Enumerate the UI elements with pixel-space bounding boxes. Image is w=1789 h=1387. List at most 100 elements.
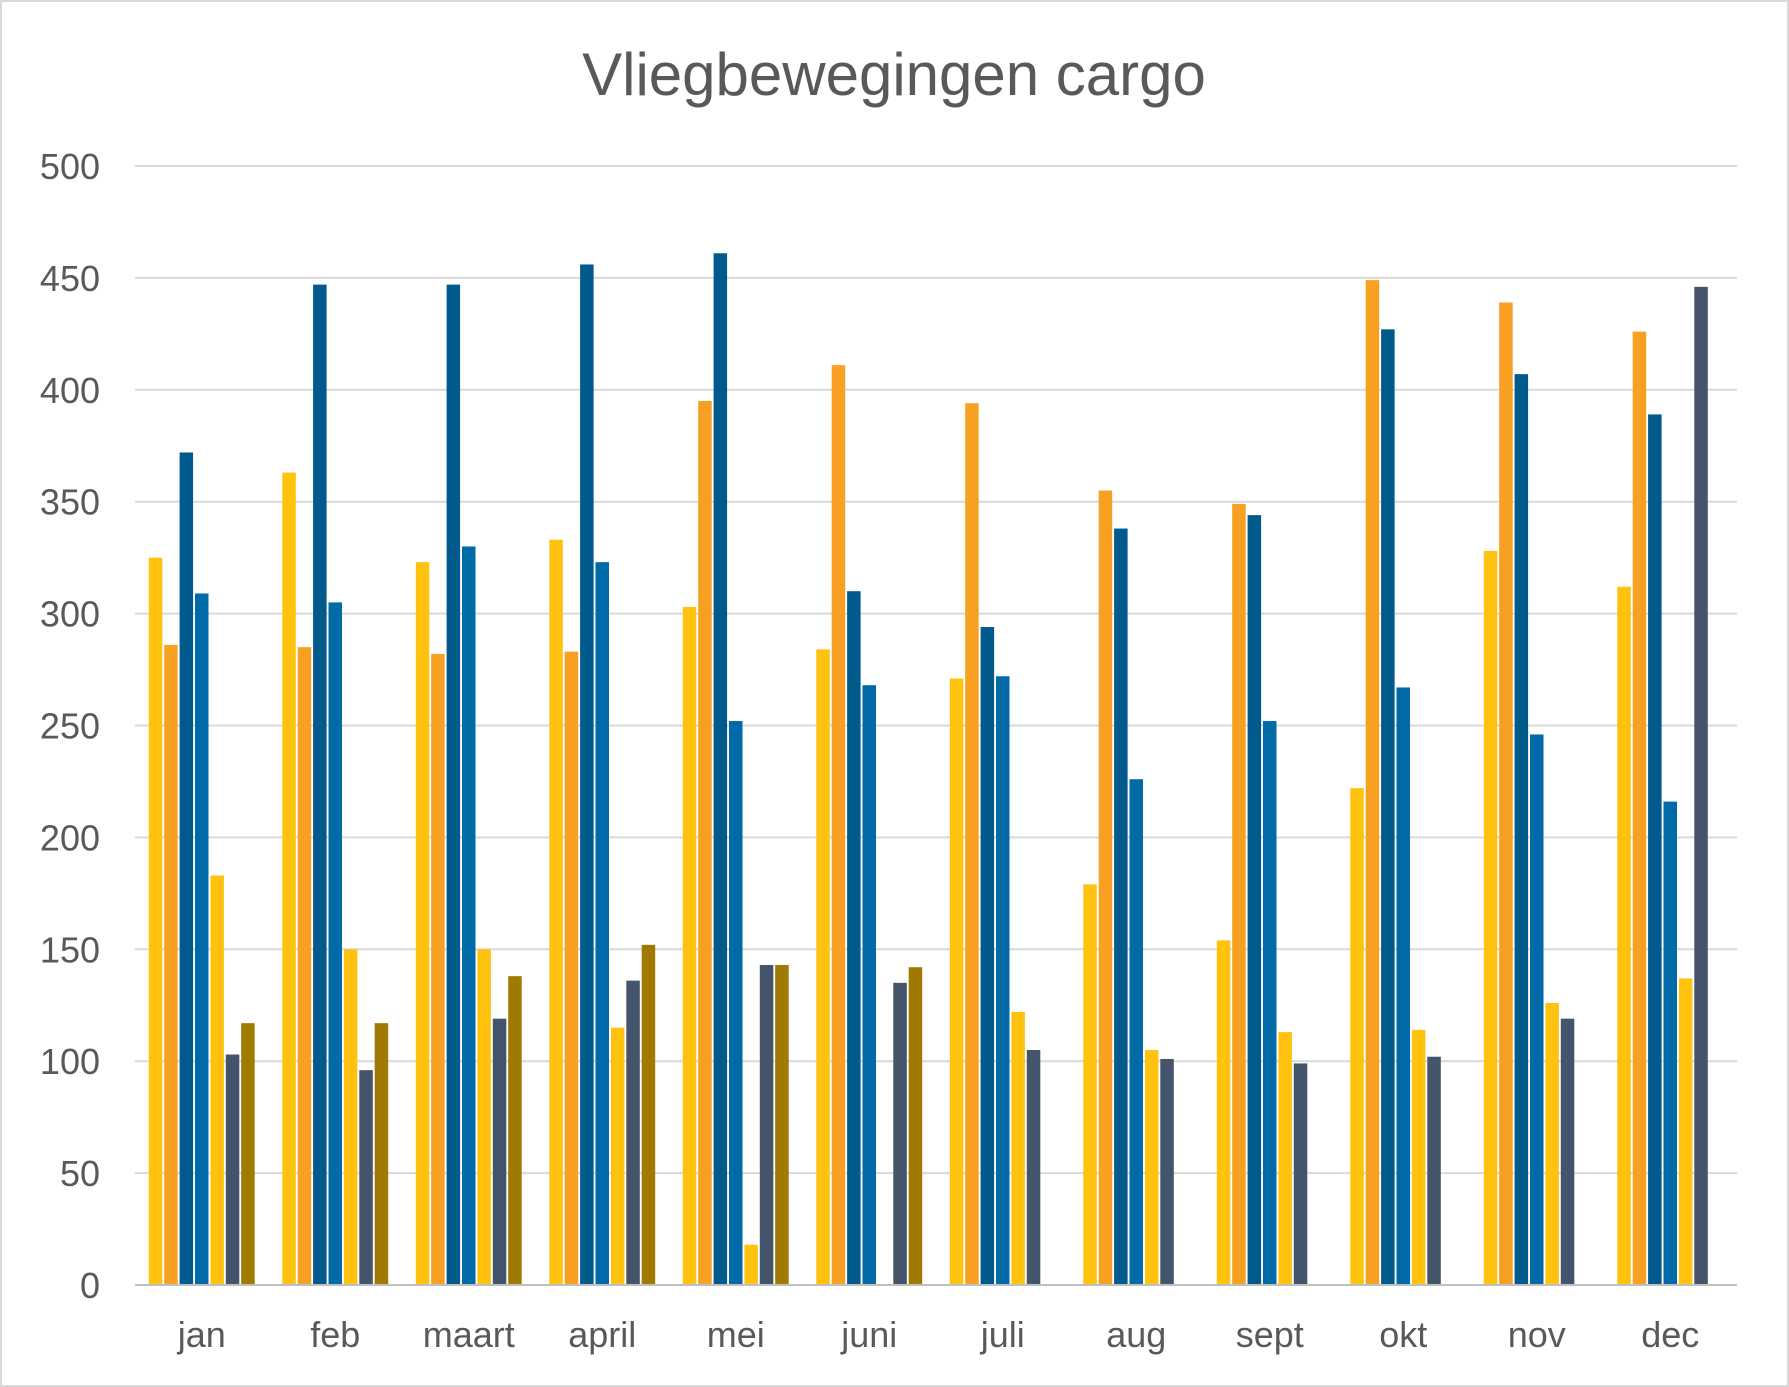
bars: [148, 253, 1708, 1286]
bar-april-series-6: [626, 980, 640, 1285]
bar-sept-series-6: [1293, 1063, 1308, 1285]
bar-feb-series-1: [282, 472, 296, 1286]
x-tick-label: dec: [1641, 1314, 1699, 1355]
bar-nov-series-6: [1560, 1018, 1575, 1285]
x-tick-label: juli: [980, 1314, 1025, 1355]
bar-mei-series-5: [744, 1244, 758, 1285]
bar-juli-series-5: [1011, 1011, 1025, 1285]
bar-mei-series-4: [729, 721, 743, 1285]
bar-juni-series-1: [816, 649, 830, 1285]
bar-juli-series-1: [949, 678, 964, 1285]
bar-nov-series-4: [1530, 734, 1544, 1285]
y-tick-label: 350: [40, 482, 100, 523]
bar-feb-series-6: [359, 1070, 373, 1285]
bar-jan-series-4: [195, 593, 209, 1285]
y-tick-label: 150: [40, 929, 100, 970]
y-tick-label: 0: [80, 1265, 100, 1306]
bar-jan-series-5: [210, 875, 224, 1285]
bar-aug-series-6: [1160, 1058, 1174, 1285]
bar-juni-series-6: [893, 982, 907, 1285]
bar-jan-series-3: [179, 452, 194, 1285]
bar-okt-series-6: [1427, 1056, 1441, 1285]
y-tick-label: 200: [40, 817, 100, 858]
bar-nov-series-2: [1499, 302, 1513, 1285]
bar-maart-series-7: [508, 976, 522, 1285]
y-tick-label: 100: [40, 1041, 100, 1082]
bar-sept-series-1: [1216, 940, 1231, 1285]
bar-maart-series-3: [446, 284, 461, 1285]
bar-okt-series-5: [1411, 1029, 1426, 1285]
bar-juli-series-2: [965, 403, 979, 1285]
bar-april-series-1: [549, 539, 563, 1285]
bar-juni-series-7: [908, 967, 923, 1285]
bar-juni-series-2: [831, 365, 846, 1285]
bar-sept-series-4: [1263, 721, 1277, 1285]
bar-feb-series-4: [328, 602, 342, 1285]
bar-juli-series-4: [996, 676, 1010, 1285]
bar-aug-series-4: [1129, 779, 1143, 1285]
y-tick-label: 300: [40, 594, 100, 635]
bar-juli-series-6: [1026, 1050, 1041, 1285]
bar-feb-series-2: [297, 647, 312, 1285]
y-axis-tick-labels: 0 50 100 150 200 250 300 350 400 450 500: [40, 146, 100, 1306]
bar-dec-series-6: [1694, 286, 1708, 1285]
bar-jan-series-7: [241, 1023, 255, 1285]
bar-april-series-3: [580, 264, 594, 1285]
chart-title: Vliegbewegingen cargo: [582, 41, 1206, 108]
bar-jan-series-6: [225, 1054, 240, 1285]
x-tick-label: nov: [1508, 1314, 1566, 1355]
bar-maart-series-5: [477, 949, 491, 1285]
bar-jan-series-1: [148, 557, 163, 1285]
bar-sept-series-3: [1247, 515, 1262, 1285]
x-tick-label: juni: [840, 1314, 897, 1355]
x-axis-tick-labels: jan feb maart april mei juni juli aug sept okt nov…: [177, 1314, 1700, 1355]
bar-aug-series-1: [1083, 884, 1097, 1285]
bar-nov-series-5: [1545, 1003, 1559, 1285]
y-tick-label: 50: [60, 1153, 100, 1194]
bar-okt-series-2: [1365, 280, 1380, 1285]
x-tick-label: maart: [423, 1314, 515, 1355]
y-tick-label: 400: [40, 370, 100, 411]
y-tick-label: 250: [40, 706, 100, 747]
bar-aug-series-5: [1144, 1050, 1159, 1285]
bar-april-series-4: [595, 562, 609, 1285]
y-tick-label: 450: [40, 258, 100, 299]
bar-dec-series-5: [1678, 978, 1693, 1285]
bar-nov-series-1: [1483, 550, 1498, 1285]
bar-jan-series-2: [164, 644, 178, 1285]
bar-dec-series-3: [1648, 414, 1662, 1286]
bar-feb-series-3: [313, 284, 327, 1285]
x-tick-label: jan: [177, 1314, 226, 1355]
bar-mei-series-7: [775, 964, 789, 1285]
bar-aug-series-3: [1114, 528, 1128, 1285]
bar-nov-series-3: [1514, 374, 1529, 1285]
bar-mei-series-2: [698, 400, 712, 1285]
bar-okt-series-4: [1396, 687, 1410, 1285]
bar-sept-series-5: [1278, 1032, 1292, 1285]
bar-april-series-2: [564, 651, 579, 1285]
bar-dec-series-2: [1632, 331, 1647, 1285]
bar-maart-series-6: [492, 1018, 507, 1285]
bar-feb-series-7: [374, 1023, 389, 1285]
bar-okt-series-1: [1350, 788, 1364, 1285]
bar-feb-series-5: [343, 949, 358, 1285]
bar-maart-series-4: [462, 546, 476, 1285]
bar-april-series-5: [610, 1027, 625, 1285]
bar-juni-series-4: [862, 685, 876, 1285]
bar-dec-series-1: [1617, 586, 1631, 1285]
bar-juli-series-3: [980, 627, 995, 1285]
gridlines: [135, 165, 1737, 1175]
x-tick-label: aug: [1106, 1314, 1166, 1355]
bar-sept-series-2: [1232, 503, 1246, 1285]
bar-okt-series-3: [1381, 329, 1395, 1285]
x-tick-label: feb: [310, 1314, 360, 1355]
y-tick-label: 500: [40, 146, 100, 187]
bar-maart-series-2: [431, 653, 445, 1285]
x-tick-label: april: [568, 1314, 636, 1355]
bar-juni-series-3: [847, 591, 861, 1285]
x-tick-label: okt: [1379, 1314, 1427, 1355]
bar-aug-series-2: [1098, 490, 1113, 1285]
bar-maart-series-1: [415, 562, 430, 1285]
x-tick-label: sept: [1236, 1314, 1304, 1355]
